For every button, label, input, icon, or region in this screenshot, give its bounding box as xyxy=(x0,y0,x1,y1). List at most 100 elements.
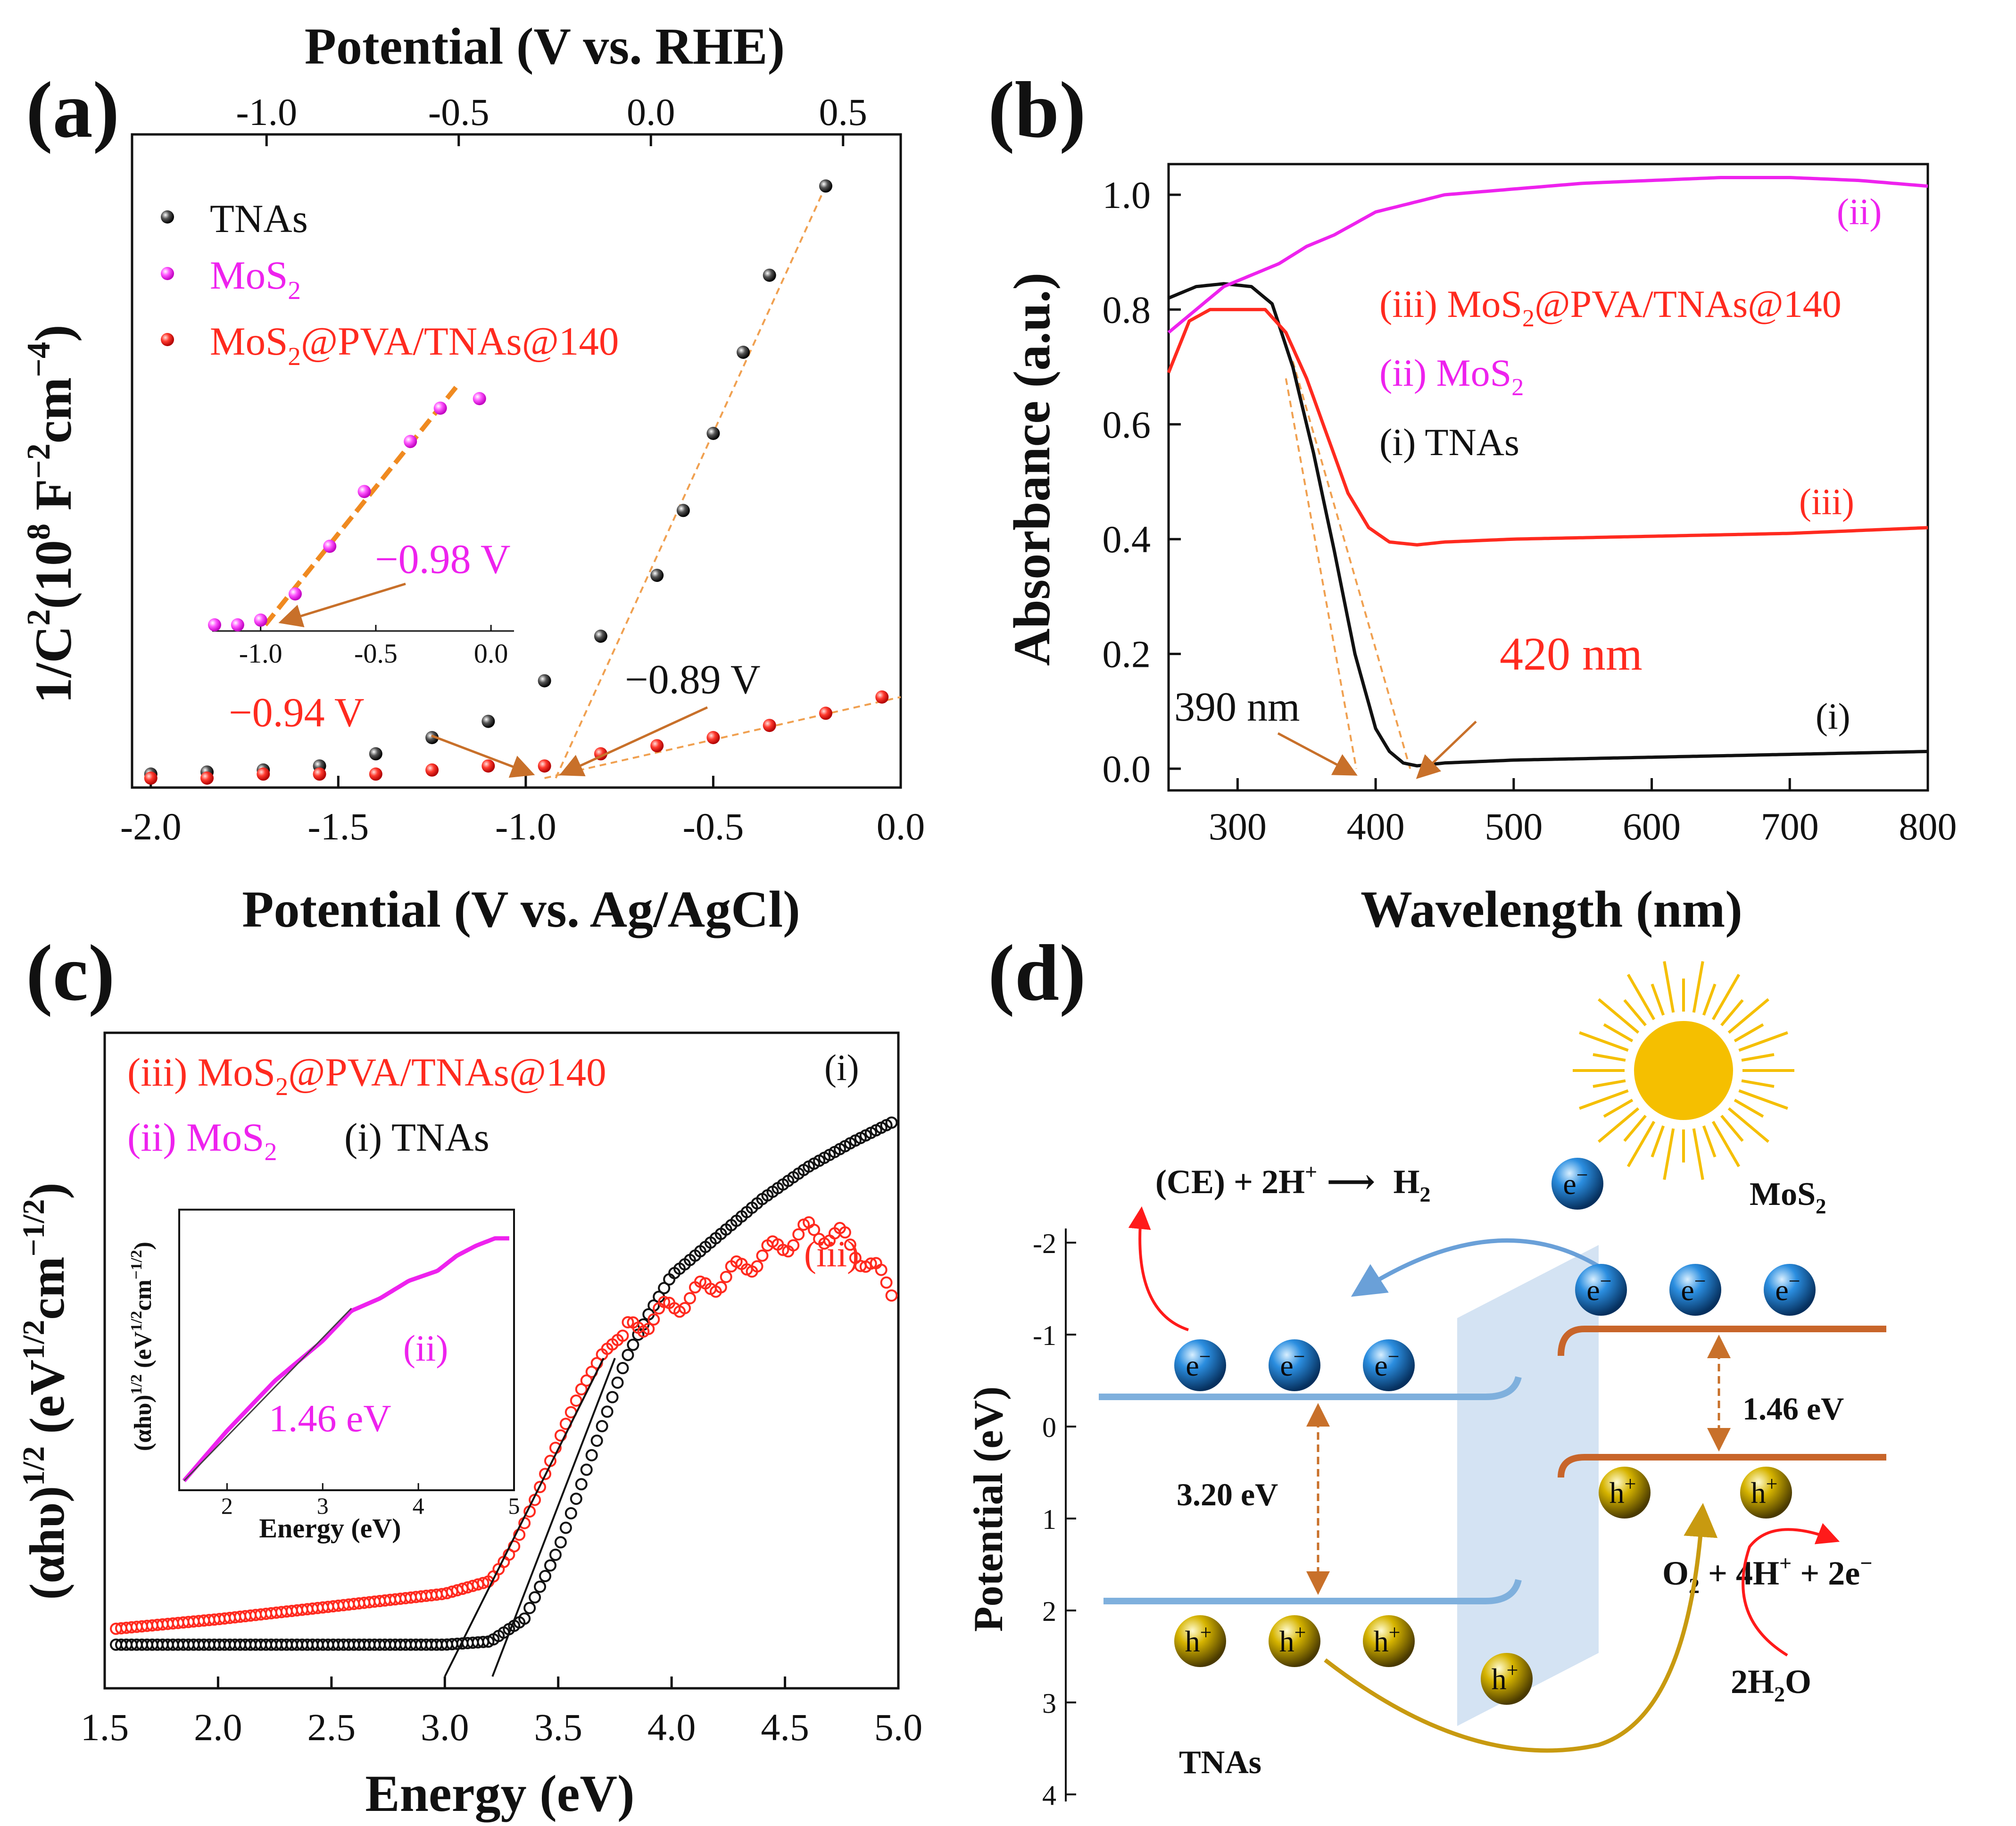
legend-marker-mos2 xyxy=(161,267,174,280)
legend-text: @PVA/TNAs@140 xyxy=(301,319,619,364)
sun-ray xyxy=(1711,973,1741,1021)
mos2-valence-band xyxy=(1558,1454,1886,1478)
curve-label-ii: (ii) xyxy=(1837,191,1882,232)
panel-b-fit-lines xyxy=(1285,361,1411,769)
panel-a-inset: -1.0 -0.5 0.0 −0.98 V xyxy=(208,385,514,669)
composite-point xyxy=(369,767,382,781)
electron-letter: e xyxy=(1280,1349,1293,1382)
composite-point xyxy=(144,772,158,785)
y-title-sup: 2 xyxy=(21,609,57,626)
y-title-part: ) xyxy=(19,1183,75,1199)
panel-a-plot-frame xyxy=(131,133,902,789)
sun-ray xyxy=(1702,983,1717,1016)
y-title-part: (eV xyxy=(130,1331,157,1374)
legend-text: @PVA/TNAs@140 xyxy=(288,1050,606,1095)
inset-band-gap: 1.46 eV xyxy=(269,1397,391,1440)
y-title-sup: 1/2 xyxy=(17,1446,51,1486)
potential-tick-label: 4 xyxy=(1042,1780,1056,1811)
mos2-absorbance-line xyxy=(1167,176,1928,334)
hole-symbol: h+ xyxy=(1279,1621,1306,1658)
electron-sphere xyxy=(1363,1339,1415,1391)
electron-sphere xyxy=(1551,1158,1603,1210)
sun-ray xyxy=(1579,1089,1629,1110)
reaction-text: + 4H xyxy=(1700,1554,1779,1592)
panel-a-bottom-axis-title: Potential (V vs. Ag/AgCl) xyxy=(242,880,800,938)
tnas-tauc-point xyxy=(549,1548,562,1561)
inset-fit xyxy=(263,385,458,627)
composite-tauc-point xyxy=(751,1260,763,1273)
electron-letter: e xyxy=(1186,1349,1199,1382)
tnas-tauc-point xyxy=(622,1349,634,1361)
sun-ray xyxy=(1603,1023,1634,1043)
tnas-tauc-point xyxy=(518,1612,531,1625)
composite-tauc-point xyxy=(513,1528,526,1541)
panel-b-series xyxy=(1167,176,1928,768)
composite-point xyxy=(819,706,832,720)
electron-letter: e xyxy=(1681,1273,1694,1307)
reaction-text: H xyxy=(1385,1163,1419,1201)
sun-ray xyxy=(1603,1098,1634,1118)
x-tick-label: 800 xyxy=(1899,805,1957,848)
tnas-point xyxy=(737,346,750,359)
mos2-label: MoS2 xyxy=(1750,1176,1826,1218)
y-title-part: cm xyxy=(19,1257,75,1320)
panel-a-y-axis-title: 1/C2(108 F−2cm−4) xyxy=(21,324,82,703)
electron-transfer-arrow xyxy=(1351,1238,1614,1297)
panel-a-points xyxy=(144,179,889,785)
hole-sphere xyxy=(1269,1615,1320,1667)
legend-label-mos2: MoS2 xyxy=(210,253,301,305)
tnas-gap-label: 3.20 eV xyxy=(1177,1477,1278,1512)
y-title-part: F xyxy=(25,479,82,523)
water-sub: 2 xyxy=(1774,1682,1785,1706)
legend-iii: (iii) MoS2@PVA/TNAs@140 xyxy=(1379,282,1842,332)
composite-tauc-point xyxy=(792,1228,805,1241)
inset-x-tick-label: 2 xyxy=(221,1493,233,1519)
tnas-point xyxy=(538,674,551,688)
panel-a-ticks: -2.0 -1.5 -1.0 -0.5 0.0 -1.0 -0.5 0.0 0.5 xyxy=(120,91,925,848)
hole-letter: h xyxy=(1751,1476,1766,1510)
top-tick-label: 0.0 xyxy=(627,91,675,133)
legend-text: MoS xyxy=(210,253,288,298)
water-text: O xyxy=(1785,1663,1811,1701)
electron-charge: − xyxy=(1694,1270,1706,1293)
composite-tauc-point xyxy=(880,1276,893,1289)
hole-letter: h xyxy=(1492,1662,1507,1696)
sun-ray xyxy=(1720,999,1744,1027)
hole-symbol: h+ xyxy=(1609,1472,1636,1510)
sun-ray xyxy=(1738,1089,1788,1110)
inset-x-tick-label: -0.5 xyxy=(354,638,398,669)
top-tick-label: 0.5 xyxy=(819,91,868,133)
inset-ticks: 2 3 4 5 xyxy=(221,1483,520,1519)
x-tick-label: 5.0 xyxy=(874,1706,923,1749)
tnas-tauc-point xyxy=(885,1116,898,1129)
x-tick-label: 300 xyxy=(1209,805,1267,848)
composite-tauc-point xyxy=(844,1238,856,1251)
tnas-tauc-point xyxy=(616,1362,629,1375)
composite-point xyxy=(763,719,776,732)
tnas-tauc-point xyxy=(611,1376,624,1389)
electron-charge: − xyxy=(1388,1345,1400,1368)
hole-charge: + xyxy=(1389,1621,1401,1644)
sun-ray xyxy=(1598,1107,1640,1143)
composite-tauc-point xyxy=(539,1468,552,1480)
sun-disc xyxy=(1634,1021,1733,1120)
composite-tauc-point xyxy=(694,1275,706,1288)
sun-ray xyxy=(1727,1107,1769,1143)
sun-ray xyxy=(1626,1120,1656,1168)
electron-charge: − xyxy=(1294,1345,1305,1368)
composite-absorbance-line xyxy=(1167,307,1928,547)
tnas-tauc-point xyxy=(601,1405,614,1418)
electron-letter: e xyxy=(1563,1167,1576,1201)
junction-plane xyxy=(1457,1245,1599,1726)
composite-tauc-point xyxy=(477,1577,489,1589)
electron-symbol: e− xyxy=(1563,1163,1588,1201)
y-title-part: (eV xyxy=(19,1360,75,1446)
composite-tauc-point xyxy=(777,1244,789,1256)
tnas-tauc-point xyxy=(539,1570,552,1583)
potential-tick-label: -2 xyxy=(1033,1228,1056,1259)
panel-c-fit-lines xyxy=(444,1358,616,1677)
curve-label-iii: (iii) xyxy=(1799,481,1854,522)
hole-sphere xyxy=(1174,1615,1226,1667)
tnas-point xyxy=(819,179,832,193)
